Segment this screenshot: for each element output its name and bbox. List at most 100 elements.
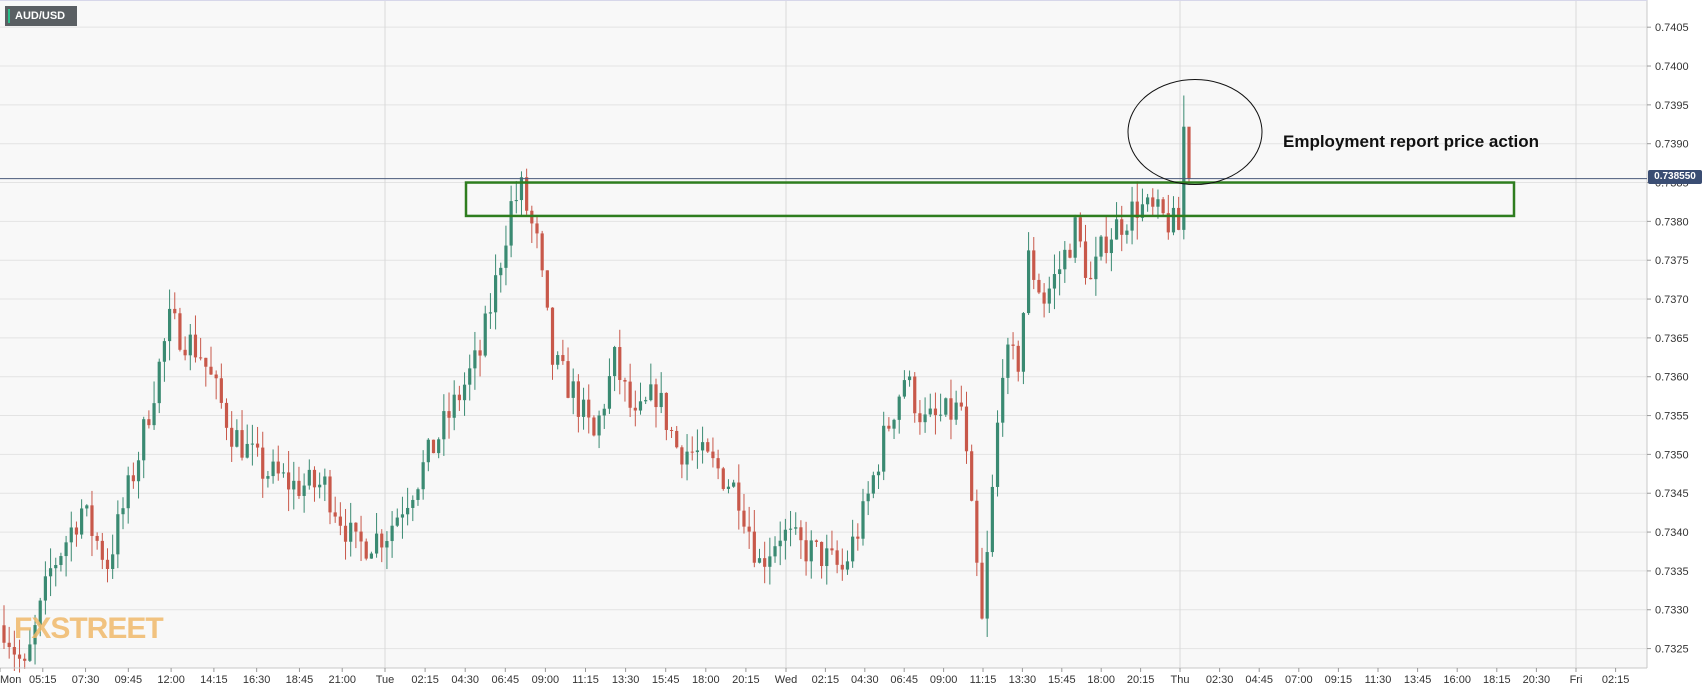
candle-body — [1114, 219, 1119, 240]
candle-body — [540, 233, 544, 271]
candle-body — [597, 415, 601, 436]
y-tick-label: 0.7360 — [1655, 372, 1689, 384]
candle-body — [147, 419, 151, 426]
candle-body — [287, 472, 291, 490]
y-tick-label: 0.7325 — [1655, 644, 1689, 656]
x-tick-label: 18:00 — [692, 674, 720, 686]
candle-body — [2, 625, 6, 643]
candle-body — [1151, 197, 1155, 207]
candle-body — [199, 357, 203, 359]
candle-body — [462, 384, 467, 401]
candle-body — [840, 564, 844, 570]
candle-body — [255, 443, 260, 448]
candle-body — [571, 381, 575, 398]
candle-body — [1078, 217, 1082, 242]
candle-body — [493, 275, 498, 313]
x-tick-label: 02:15 — [1602, 674, 1630, 686]
x-tick-label: 11:30 — [1365, 674, 1392, 686]
candle-body — [664, 392, 668, 430]
candle-body — [866, 493, 870, 502]
candle-body — [369, 553, 374, 559]
candle-body — [659, 392, 663, 408]
candle-body — [90, 505, 94, 536]
candle-body — [437, 439, 441, 454]
candle-body — [654, 384, 658, 408]
candle-body — [576, 381, 580, 417]
candle-body — [188, 334, 192, 356]
x-tick-label: 06:45 — [890, 674, 918, 686]
candle-body — [447, 411, 451, 418]
candle-body — [918, 413, 922, 423]
candle-body — [747, 526, 751, 532]
x-tick-label: 09:00 — [532, 674, 560, 686]
candle-body — [219, 378, 223, 403]
candle-body — [675, 430, 679, 448]
x-tick-label: 09:15 — [1325, 674, 1353, 686]
candle-body — [250, 443, 254, 445]
candle-body — [954, 402, 958, 420]
x-tick-label: 07:30 — [72, 674, 100, 686]
candle-body — [700, 442, 705, 451]
fxstreet-logo: FXSTREET — [14, 612, 164, 645]
x-tick-label: Thu — [1171, 674, 1190, 686]
candle-body — [12, 647, 16, 655]
candle-body — [519, 177, 524, 201]
candle-body — [545, 270, 549, 308]
candle-body — [483, 313, 487, 356]
candle-body — [281, 472, 286, 474]
candle-body — [783, 529, 787, 541]
candle-body — [1135, 201, 1139, 218]
x-tick-label: 16:00 — [1443, 674, 1471, 686]
candle-body — [64, 542, 68, 557]
candle-body — [1120, 219, 1124, 235]
y-tick-label: 0.7330 — [1655, 605, 1689, 617]
candle-body — [7, 642, 11, 648]
candle-body — [525, 177, 529, 211]
candle-body — [488, 312, 493, 314]
candle-body — [266, 476, 270, 479]
symbol-badge[interactable]: AUD/USD — [5, 6, 77, 26]
candle-body — [633, 407, 637, 411]
candle-body — [457, 394, 461, 401]
candle-body — [74, 527, 79, 535]
x-tick-label: 20:30 — [1523, 674, 1551, 686]
x-tick-label: 18:15 — [1483, 674, 1511, 686]
x-tick-label: 13:45 — [1404, 674, 1432, 686]
candle-body — [1156, 199, 1160, 207]
candle-body — [644, 400, 648, 402]
candle-body — [732, 482, 736, 487]
candle-body — [442, 411, 446, 440]
candle-body — [509, 201, 513, 246]
candle-body — [183, 349, 187, 356]
current-price-tag: 0.738550 — [1648, 170, 1702, 184]
candle-body — [1099, 236, 1103, 257]
candle-body — [680, 447, 684, 465]
y-tick-label: 0.7390 — [1655, 139, 1689, 151]
candle-body — [835, 550, 839, 565]
x-tick-label: 02:30 — [1206, 674, 1234, 686]
candle-body — [261, 447, 265, 479]
candle-body — [131, 475, 135, 482]
candle-body — [411, 499, 415, 508]
candle-body — [980, 562, 984, 619]
candle-body — [1083, 241, 1088, 278]
candle-body — [1001, 377, 1005, 423]
candle-body — [773, 546, 777, 557]
candle-body — [876, 471, 881, 476]
x-tick-label: 20:15 — [1127, 674, 1155, 686]
candle-body — [607, 376, 612, 409]
x-tick-label: 15:45 — [652, 674, 680, 686]
candle-body — [566, 361, 570, 398]
candle-body — [778, 540, 782, 547]
candle-body — [33, 625, 37, 645]
candle-body — [757, 558, 762, 563]
candle-body — [602, 408, 606, 416]
candle-body — [395, 517, 399, 526]
y-tick-label: 0.7405 — [1655, 22, 1689, 34]
candle-body — [768, 556, 772, 567]
x-tick-label: 14:15 — [200, 674, 228, 686]
candle-body — [1177, 207, 1181, 230]
candle-body — [939, 414, 943, 416]
candle-body — [887, 425, 891, 429]
